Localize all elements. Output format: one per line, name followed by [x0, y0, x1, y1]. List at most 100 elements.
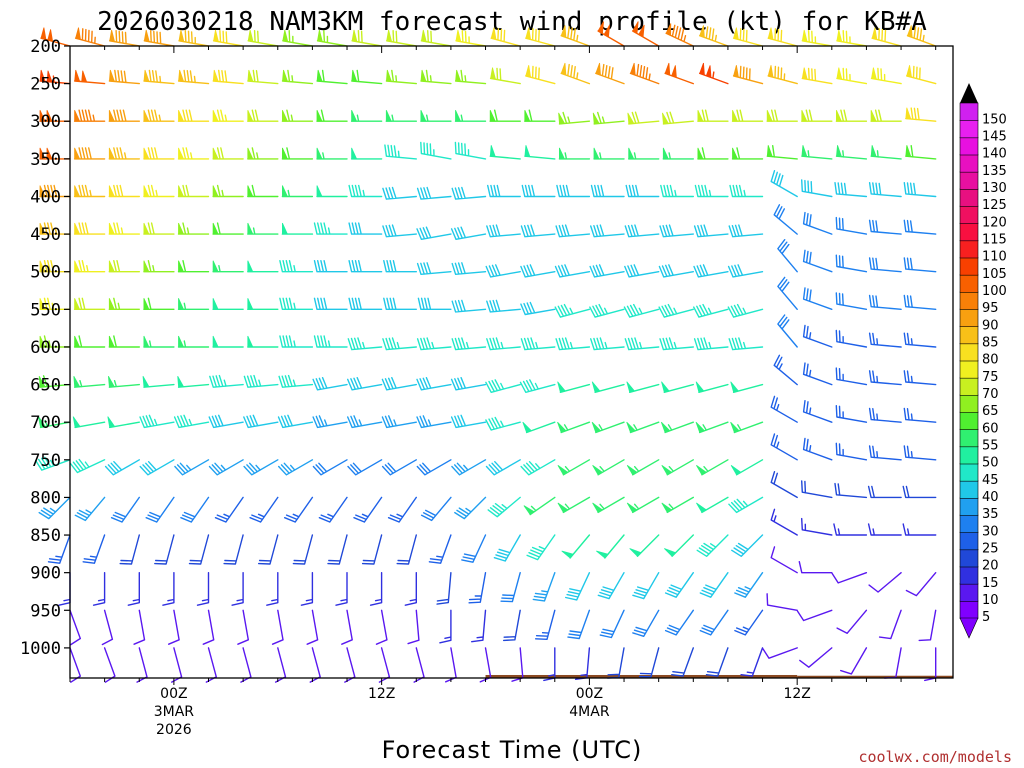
wind-barb [868, 572, 902, 593]
wind-barb-shaft [69, 458, 106, 474]
y-tick-label: 1000 [20, 639, 61, 659]
wind-barb [632, 572, 660, 600]
wind-barb [526, 534, 556, 561]
wind-barb-shaft [450, 377, 487, 391]
wind-barb-flag [247, 335, 254, 348]
barb-level-500 [39, 239, 937, 278]
wind-barb-shaft [168, 609, 180, 645]
wind-barb [142, 376, 175, 388]
wind-barb [279, 335, 314, 348]
wind-barb [416, 377, 452, 391]
wind-barb-shaft [624, 337, 660, 351]
wind-barb-flag [870, 110, 877, 122]
wind-barb-flag [665, 23, 672, 37]
wind-barb-flag [558, 112, 566, 125]
wind-barb-shaft [740, 647, 764, 677]
wind-barb-flag [733, 65, 739, 78]
wind-barb [282, 29, 314, 47]
wind-barb [145, 496, 175, 523]
barb-level-550 [39, 276, 937, 318]
wind-barb-shaft [659, 224, 694, 238]
credit-text: coolwx.com/models [858, 748, 1012, 766]
wind-barb [766, 593, 798, 611]
wind-barb-flag [801, 110, 808, 122]
wind-barb-flag [870, 145, 877, 158]
colorbar-swatch [959, 377, 979, 396]
wind-barb-shaft [802, 324, 833, 348]
wind-barb-shaft [868, 182, 902, 198]
wind-barb-shaft [802, 437, 833, 461]
wind-barb-flag [108, 376, 116, 388]
wind-barb-shaft [487, 496, 521, 518]
wind-barb [348, 260, 383, 273]
wind-barb [770, 395, 798, 423]
wind-barb [247, 335, 279, 348]
wind-barb-shaft [599, 609, 625, 639]
wind-barb-flag [836, 29, 843, 43]
colorbar-tick-label: 40 [982, 490, 999, 505]
wind-barb [638, 647, 660, 678]
wind-barb-shaft [416, 459, 452, 476]
wind-barb [471, 609, 487, 643]
wind-barb [490, 27, 521, 47]
wind-barb [693, 337, 729, 351]
wind-barb-shaft [69, 609, 81, 646]
barb-level-850 [47, 508, 937, 565]
wind-barb-shaft [173, 414, 210, 429]
wind-barb [835, 367, 868, 386]
wind-barb-shaft [208, 459, 244, 476]
wind-barb [361, 534, 383, 565]
wind-barb-shaft [109, 30, 140, 47]
wind-barb [802, 287, 833, 310]
wind-barb-shaft [348, 260, 383, 273]
wind-barb-shaft [279, 335, 314, 348]
wind-barb [705, 647, 729, 677]
wind-barb [695, 421, 729, 434]
wind-barb-flag [524, 145, 531, 158]
wind-barb [591, 421, 625, 434]
wind-barb-shaft [278, 459, 314, 476]
wind-barb-shaft [396, 534, 417, 565]
wind-barb-flag [730, 381, 740, 393]
wind-barb-shaft [208, 414, 244, 429]
wind-barb [279, 260, 314, 273]
colorbar-swatch [959, 531, 979, 551]
wind-barb-flag [247, 147, 254, 160]
wind-barb-shaft [73, 222, 106, 235]
wind-barb [867, 485, 902, 499]
wind-barb [451, 459, 487, 476]
wind-barb [173, 414, 210, 429]
wind-barb [351, 29, 383, 47]
wind-barb [521, 184, 556, 198]
wind-barb [485, 379, 521, 393]
wind-barb [316, 109, 348, 122]
wind-barb [110, 496, 140, 523]
wind-barb-shaft [796, 609, 833, 622]
wind-barb [249, 496, 279, 523]
wind-barb [623, 303, 660, 318]
wind-barb [503, 609, 521, 642]
y-tick-label: 600 [30, 338, 61, 358]
wind-barb-flag [695, 381, 705, 393]
wind-barb [316, 69, 348, 85]
wind-barb-flag [557, 464, 569, 476]
wind-barb-shaft [520, 301, 556, 316]
wind-barb [350, 110, 383, 122]
wind-barb-shaft [278, 374, 314, 388]
wind-barb [695, 381, 729, 393]
wind-barb-shaft [73, 184, 106, 198]
wind-barb [107, 416, 140, 429]
wind-barb [556, 184, 591, 198]
wind-barb-flag [385, 69, 392, 82]
wind-barb [777, 276, 798, 310]
wind-barb [659, 224, 694, 238]
wind-barb [386, 29, 417, 47]
wind-barb [801, 145, 833, 160]
wind-barb-flag [178, 185, 185, 197]
wind-barb-shaft [454, 496, 487, 520]
colorbar-tick-label: 50 [982, 456, 999, 471]
wind-barb-flag [143, 222, 150, 235]
wind-barb-shaft [903, 257, 937, 273]
wind-barb-flag [490, 67, 497, 80]
wind-barb-shaft [381, 459, 417, 476]
